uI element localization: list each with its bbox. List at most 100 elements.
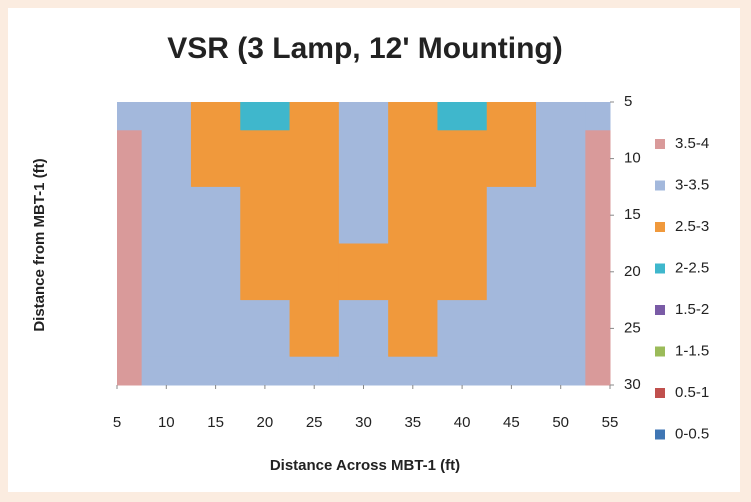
contour-cell bbox=[190, 186, 241, 244]
legend-label: 0.5-1 bbox=[675, 384, 709, 401]
contour-cell bbox=[141, 130, 192, 188]
contour-cell bbox=[338, 130, 389, 188]
x-tick-label: 45 bbox=[503, 414, 520, 431]
y-tick-label: 30 bbox=[624, 376, 641, 393]
contour-cell bbox=[536, 300, 586, 358]
contour-cell bbox=[117, 243, 143, 301]
contour-cell bbox=[240, 186, 291, 244]
legend-swatch bbox=[655, 180, 665, 191]
contour-cell bbox=[190, 300, 241, 358]
contour-cell bbox=[141, 356, 192, 386]
contour-cell bbox=[141, 300, 192, 358]
contour-cell bbox=[240, 300, 291, 358]
contour-cell bbox=[585, 300, 611, 358]
contour-cell bbox=[289, 300, 340, 358]
contour-cell bbox=[585, 130, 611, 188]
contour-cell bbox=[289, 243, 340, 301]
x-tick-label: 30 bbox=[355, 414, 372, 431]
legend-label: 3.5-4 bbox=[675, 135, 709, 152]
legend-swatch bbox=[655, 139, 665, 149]
x-tick-label: 5 bbox=[113, 414, 121, 431]
contour-cell bbox=[240, 356, 291, 386]
contour-cell bbox=[117, 356, 143, 386]
contour-cell bbox=[289, 130, 340, 188]
contour-cell bbox=[536, 102, 586, 131]
y-tick-label: 15 bbox=[624, 206, 641, 223]
contour-cell bbox=[536, 356, 586, 386]
contour-cell bbox=[536, 130, 586, 188]
x-tick-label: 25 bbox=[306, 414, 323, 431]
y-tick-label: 10 bbox=[624, 150, 641, 167]
contour-cell bbox=[240, 102, 291, 131]
legend-swatch bbox=[655, 222, 665, 232]
contour-cell bbox=[536, 243, 586, 301]
x-axis-label: Distance Across MBT-1 (ft) bbox=[270, 457, 460, 474]
contour-cell bbox=[486, 102, 537, 131]
x-tick-label: 35 bbox=[404, 414, 421, 431]
x-tick-label: 50 bbox=[552, 414, 569, 431]
y-tick-label: 5 bbox=[624, 93, 632, 110]
chart-title: VSR (3 Lamp, 12' Mounting) bbox=[167, 32, 562, 65]
contour-cell bbox=[437, 130, 488, 188]
contour-cell bbox=[240, 130, 291, 188]
contour-cell bbox=[289, 356, 340, 386]
x-tick-label: 15 bbox=[207, 414, 224, 431]
x-tick-label: 20 bbox=[257, 414, 274, 431]
x-tick-label: 40 bbox=[454, 414, 471, 431]
contour-cell bbox=[240, 243, 291, 301]
legend-label: 2.5-3 bbox=[675, 218, 709, 235]
contour-cell bbox=[117, 186, 143, 244]
y-axis-label: Distance from MBT-1 (ft) bbox=[31, 158, 48, 331]
contour-cell bbox=[289, 186, 340, 244]
contour-cell bbox=[388, 300, 438, 358]
contour-cell bbox=[190, 130, 241, 188]
contour-cell bbox=[585, 243, 611, 301]
contour-cell bbox=[486, 356, 537, 386]
contour-cell bbox=[585, 356, 611, 386]
contour-cell bbox=[486, 186, 537, 244]
legend-swatch bbox=[655, 388, 665, 398]
contour-cell bbox=[141, 102, 192, 131]
legend-label: 2-2.5 bbox=[675, 259, 709, 276]
contour-cell bbox=[585, 102, 611, 131]
legend-label: 1-1.5 bbox=[675, 342, 709, 359]
contour-cell bbox=[437, 243, 488, 301]
x-tick-label: 10 bbox=[158, 414, 175, 431]
x-tick-label: 55 bbox=[602, 414, 619, 431]
contour-cell bbox=[388, 102, 438, 131]
legend-label: 0-0.5 bbox=[675, 425, 709, 442]
contour-cell bbox=[338, 300, 389, 358]
contour-cell bbox=[388, 243, 438, 301]
contour-cell bbox=[338, 243, 389, 301]
legend-label: 3-3.5 bbox=[675, 176, 709, 193]
legend-label: 1.5-2 bbox=[675, 301, 709, 318]
contour-cell bbox=[338, 186, 389, 244]
y-tick-label: 25 bbox=[624, 319, 641, 336]
contour-cell bbox=[117, 300, 143, 358]
contour-cell bbox=[437, 186, 488, 244]
y-tick-label: 20 bbox=[624, 263, 641, 280]
contour-cell bbox=[141, 186, 192, 244]
contour-cell bbox=[190, 243, 241, 301]
legend-swatch bbox=[655, 305, 665, 315]
legend-swatch bbox=[655, 346, 665, 357]
contour-cell bbox=[486, 130, 537, 188]
contour-cell bbox=[338, 356, 389, 386]
contour-cell bbox=[190, 102, 241, 131]
contour-cell bbox=[437, 300, 488, 358]
contour-cell bbox=[289, 102, 340, 131]
legend-swatch bbox=[655, 263, 665, 274]
contour-cell bbox=[486, 300, 537, 358]
contour-cell bbox=[437, 102, 488, 131]
contour-cell bbox=[536, 186, 586, 244]
contour-cell bbox=[141, 243, 192, 301]
contour-cell bbox=[486, 243, 537, 301]
contour-cell bbox=[388, 186, 438, 244]
contour-cell bbox=[117, 102, 143, 131]
contour-cell bbox=[117, 130, 143, 188]
contour-cell bbox=[437, 356, 488, 386]
legend-swatch bbox=[655, 429, 665, 440]
contour-cell bbox=[585, 186, 611, 244]
contour-cell bbox=[190, 356, 241, 386]
